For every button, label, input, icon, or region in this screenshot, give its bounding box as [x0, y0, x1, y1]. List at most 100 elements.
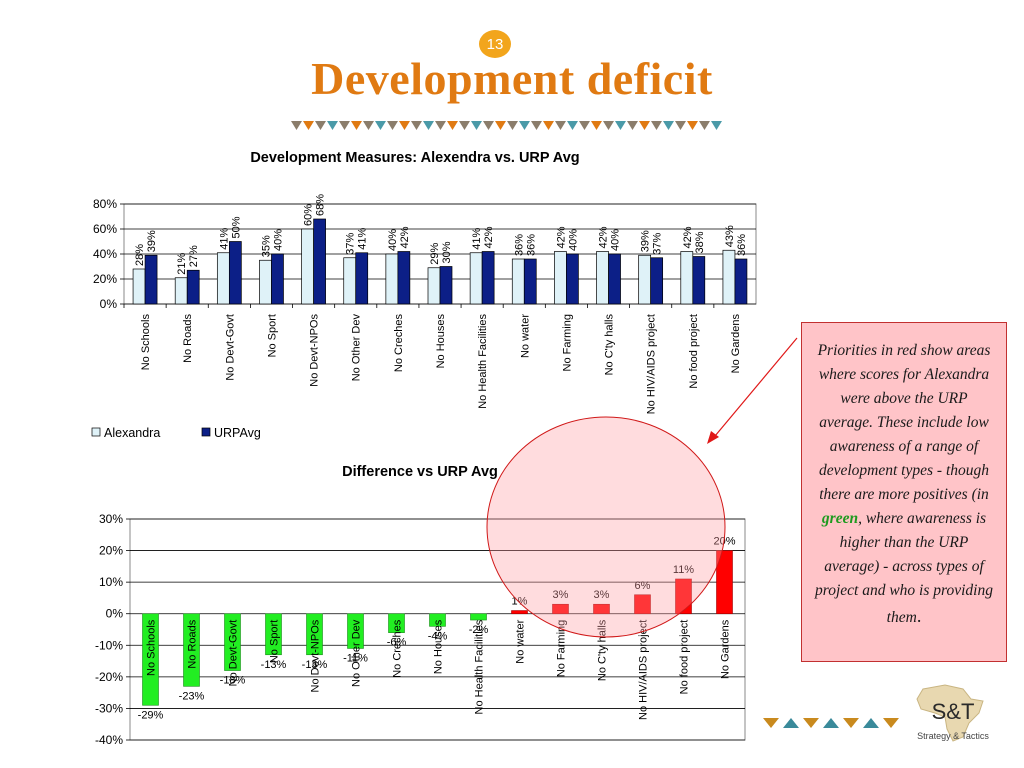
chart1-ytick-label: 20% [93, 272, 117, 286]
chart1-category-label: No Devt-NPOs [309, 314, 321, 387]
chart1-data-label: 30% [441, 241, 453, 263]
chart2-bar [142, 613, 159, 706]
chart1-bar-urp [692, 256, 706, 305]
zigzag-triangle [543, 121, 554, 130]
chart2-ytick-label: -10% [95, 638, 123, 652]
company-logo: S&T Strategy & Tactics [916, 684, 989, 742]
chart1-category-label: No C'ty halls [604, 314, 616, 376]
chart2-bar [470, 613, 487, 621]
chart2-bar [511, 610, 528, 615]
chart2-bar [634, 594, 651, 615]
chart2-data-label: -23% [179, 690, 205, 702]
chart2-ytick-label: 30% [99, 512, 123, 526]
chart1-data-label: 60% [303, 204, 315, 226]
chart1-category-label: No Creches [393, 314, 405, 373]
zigzag-triangle [303, 121, 314, 130]
pointer-arrow-line [714, 337, 798, 437]
zigzag-triangle [327, 121, 338, 130]
chart2-category-label: No Gardens [720, 619, 732, 679]
zigzag-triangle [675, 121, 686, 130]
chart1-data-label: 39% [640, 230, 652, 252]
chart1-data-label: 39% [146, 230, 158, 252]
chart1-data-label: 68% [315, 194, 327, 216]
chart2-category-label: No water [515, 619, 527, 663]
chart1-data-label: 40% [272, 229, 284, 251]
chart2-category-label: No food project [679, 620, 691, 695]
decor-triangle [823, 718, 839, 728]
chart1-bar-urp [313, 218, 326, 305]
chart2-ytick-label: 20% [99, 544, 123, 558]
decor-triangle [863, 718, 879, 728]
chart2-ytick-label: -30% [95, 701, 123, 715]
decor-triangle [783, 718, 799, 728]
zigzag-triangle [483, 121, 494, 130]
chart2-bar [429, 613, 446, 627]
chart1-bar-alexandra [680, 251, 694, 305]
chart1-data-label: 38% [694, 231, 706, 253]
chart1-bar-alexandra [385, 253, 399, 305]
callout-note: Priorities in red show areas where score… [801, 322, 1007, 662]
zigzag-triangle [519, 121, 530, 130]
chart2-bar [306, 613, 323, 656]
zigzag-triangle [507, 121, 518, 130]
chart1-data-label: 28% [134, 244, 146, 266]
chart1-bar-urp [650, 257, 664, 305]
chart1-data-label: 40% [387, 229, 399, 251]
chart2-data-label: -18% [220, 675, 246, 687]
chart2-data-label: 3% [594, 589, 610, 601]
chart1-data-label: 41% [218, 228, 230, 250]
chart1-data-label: 37% [345, 233, 357, 255]
zigzag-triangle [387, 121, 398, 130]
chart1-bar-urp [397, 251, 411, 305]
chart1-category-label: No Devt-Govt [224, 314, 236, 381]
chart1-bar-urp [228, 241, 242, 305]
zigzag-triangle [555, 121, 566, 130]
zigzag-triangle [471, 121, 482, 130]
chart1-ytick-label: 80% [93, 197, 117, 211]
chart1-bar-alexandra [427, 267, 441, 305]
zigzag-triangle [603, 121, 614, 130]
chart2-bar [552, 603, 569, 615]
small-triangle-row [763, 718, 899, 728]
note-end: . [916, 606, 922, 627]
chart1-bar-alexandra [174, 277, 188, 305]
chart2-data-label: 11% [673, 564, 694, 576]
zigzag-triangle [663, 121, 674, 130]
chart1-data-label: 42% [483, 226, 495, 248]
chart1-bar-alexandra [638, 254, 652, 305]
zigzag-triangle [639, 121, 650, 130]
chart2-category-label: No Creches [392, 619, 404, 678]
chart1-bar-alexandra [469, 252, 483, 305]
zigzag-triangle [291, 121, 302, 130]
chart1-category-label: No Farming [561, 314, 573, 371]
chart1-bar-alexandra [554, 251, 567, 305]
chart2-bar [388, 613, 405, 633]
chart1-legend-swatch [91, 427, 101, 437]
chart-difference: Difference vs URP Avg -40% -30% -20% -10% 0%… [95, 464, 746, 747]
chart1-category-label: No Health Facilities [477, 314, 489, 409]
chart1-bar-urp [734, 258, 748, 305]
chart2-category-label: No Health Facilities [474, 619, 486, 714]
chart2-category-label: No Other Dev [351, 619, 363, 687]
chart1-bar-urp [481, 251, 495, 305]
zigzag-triangle [531, 121, 542, 130]
pointer-arrow-head [707, 431, 719, 444]
africa-map-icon [916, 684, 984, 742]
chart1-bar-alexandra [132, 268, 146, 305]
chart2-data-label: 20% [713, 536, 735, 548]
chart2-category-label: No Farming [556, 620, 568, 677]
chart1-data-label: 50% [230, 216, 242, 238]
chart1-category-label: No Sport [266, 314, 278, 357]
chart2-title: Difference vs URP Avg [342, 464, 498, 480]
chart1-bar-alexandra [596, 251, 609, 305]
chart1-data-label: 42% [598, 226, 610, 248]
zigzag-triangle [627, 121, 638, 130]
chart1-title: Development Measures: Alexendra vs. URP … [250, 150, 579, 166]
zigzag-triangle [651, 121, 662, 130]
decor-triangle [763, 718, 779, 728]
note-text: Priorities in red show areas where score… [817, 342, 991, 504]
zigzag-triangle [699, 121, 710, 130]
chart1-data-label: 29% [429, 243, 441, 265]
decor-triangle [883, 718, 899, 728]
